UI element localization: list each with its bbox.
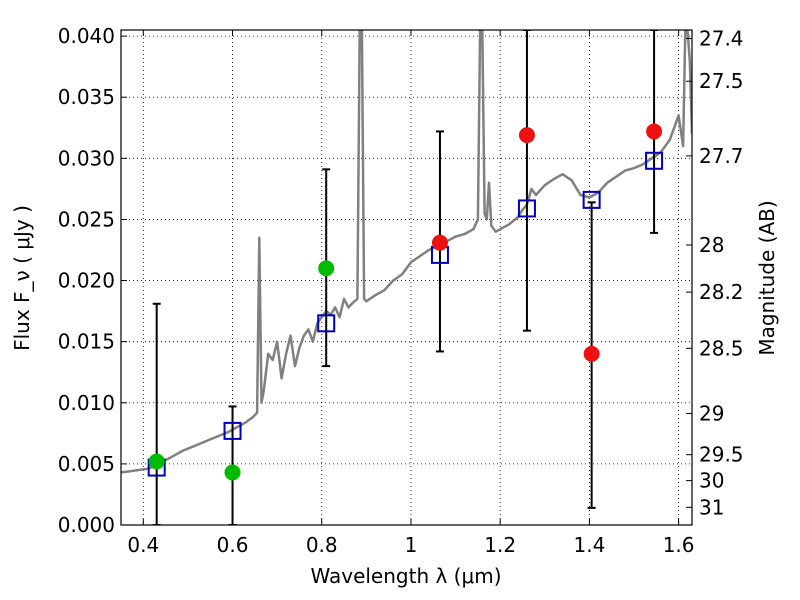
x-axis-label: Wavelength λ (μm) [310, 564, 501, 588]
right-tick-label: 27.7 [699, 144, 744, 168]
photometry-point [224, 464, 241, 481]
y-tick-label: 0.040 [58, 24, 115, 48]
right-axis-label: Magnitude (AB) [755, 200, 779, 355]
x-tick-label: 1.2 [484, 533, 516, 557]
plot-area [121, 30, 692, 525]
model-square-marker [517, 199, 536, 218]
photometry-point [646, 123, 663, 140]
tick-labels: 0.4 0.6 0.8 1 1.2 1.4 1.6 0.000 0.005 0.010 0.015 0… [58, 24, 744, 557]
y-axis-label: Flux F_ν ( μJy ) [10, 205, 34, 351]
x-tick-label: 0.8 [306, 533, 338, 557]
model-square-marker [582, 190, 601, 209]
photometry-point [518, 127, 535, 144]
right-tick-label: 30 [699, 469, 724, 493]
photometry-point [583, 345, 600, 362]
spectrum-line [121, 30, 692, 474]
photometry-point [148, 453, 165, 470]
x-tick-label: 0.6 [217, 533, 249, 557]
y-tick-label: 0.030 [58, 146, 115, 170]
model-square-marker [223, 421, 242, 440]
x-tick-label: 0.4 [127, 533, 159, 557]
y-tick-label: 0.015 [58, 330, 115, 354]
ticks [121, 30, 692, 526]
right-tick-label: 29 [699, 402, 724, 426]
model-square-marker [317, 314, 336, 333]
y-tick-label: 0.035 [58, 85, 115, 109]
model-square-marker [645, 151, 664, 170]
right-tick-label: 28 [699, 233, 724, 257]
plot-frame [120, 29, 693, 526]
right-tick-label: 31 [699, 495, 724, 519]
right-tick-label: 27.5 [699, 69, 744, 93]
x-tick-label: 1.4 [573, 533, 605, 557]
right-tick-label: 28.2 [699, 280, 744, 304]
photometry-point [431, 234, 448, 251]
x-tick-label: 1.6 [663, 533, 695, 557]
y-tick-label: 0.025 [58, 207, 115, 231]
right-tick-label: 27.4 [699, 26, 744, 50]
photometry-point [318, 260, 335, 277]
y-tick-label: 0.005 [58, 452, 115, 476]
y-tick-label: 0.010 [58, 391, 115, 415]
right-tick-label: 29.5 [699, 443, 744, 467]
y-tick-label: 0.020 [58, 269, 115, 293]
y-tick-label: 0.000 [58, 513, 115, 537]
right-tick-label: 28.5 [699, 336, 744, 360]
x-tick-label: 1 [405, 533, 418, 557]
grid [121, 30, 692, 526]
